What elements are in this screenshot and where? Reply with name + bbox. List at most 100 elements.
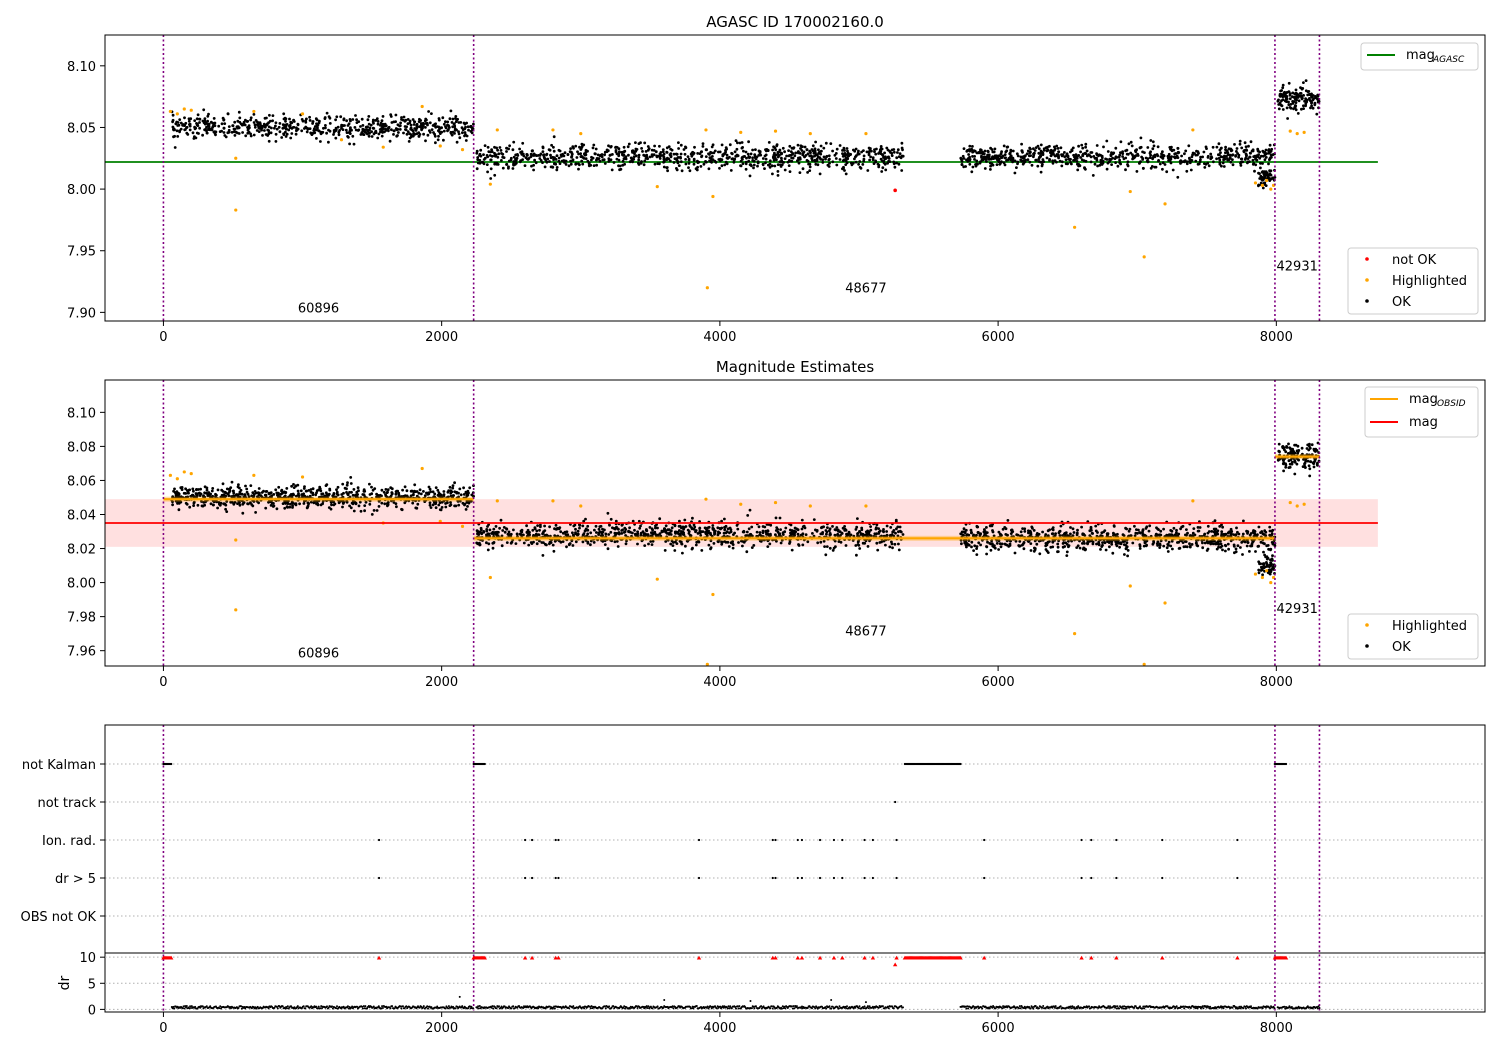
ok-point: [456, 500, 460, 503]
ok-point: [467, 501, 471, 505]
ok-point: [1257, 525, 1261, 529]
ok-point: [714, 160, 718, 164]
ok-point: [335, 488, 338, 491]
ok-point: [854, 147, 858, 151]
ok-point: [1011, 149, 1015, 153]
ok-point: [483, 144, 487, 148]
ok-point: [1221, 155, 1225, 159]
ok-point: [1169, 147, 1172, 151]
ok-point: [1245, 153, 1248, 157]
ok-point: [983, 149, 987, 153]
ok-point: [220, 122, 224, 126]
ok-point: [280, 488, 284, 492]
ok-point: [370, 513, 374, 516]
ok-point: [292, 483, 295, 486]
ok-point: [459, 121, 463, 124]
ok-point: [713, 531, 717, 535]
ok-point: [768, 165, 772, 169]
highlighted-point: [1163, 202, 1167, 206]
ok-point: [1063, 545, 1067, 548]
ok-point: [720, 542, 724, 546]
ok-point: [677, 147, 680, 150]
ok-point: [206, 494, 210, 498]
highlighted-point: [704, 128, 708, 132]
ok-point: [1039, 149, 1043, 153]
ok-point: [534, 153, 537, 157]
ok-point: [1198, 535, 1202, 538]
ok-point: [1267, 162, 1270, 166]
ok-point: [192, 137, 196, 140]
ok-point: [612, 161, 616, 164]
ok-point: [496, 163, 500, 166]
ok-point: [508, 533, 511, 536]
ok-point: [754, 148, 757, 152]
ok-point: [662, 152, 666, 156]
ok-point: [618, 150, 621, 154]
ok-point: [637, 153, 641, 157]
ok-point: [827, 154, 831, 158]
ok-point: [207, 491, 211, 494]
ok-point: [989, 168, 992, 171]
ok-point: [463, 122, 467, 126]
ok-point: [1263, 174, 1267, 178]
ok-point: [735, 147, 739, 151]
ok-point: [325, 131, 328, 135]
ok-point: [444, 125, 447, 128]
ok-point: [603, 543, 607, 546]
ok-point: [586, 149, 589, 153]
ok-point: [349, 482, 353, 485]
ok-point: [537, 154, 540, 157]
ok-point: [639, 531, 643, 535]
ok-point: [666, 156, 669, 160]
ok-point: [674, 540, 677, 544]
ok-point: [975, 553, 979, 556]
ok-point: [230, 480, 234, 484]
ok-point: [559, 540, 563, 544]
ok-point: [213, 121, 217, 125]
ok-point: [305, 489, 309, 493]
ok-point: [485, 163, 489, 167]
ok-point: [545, 160, 549, 164]
ok-point: [888, 160, 892, 164]
ok-point: [191, 487, 195, 491]
ok-point: [897, 548, 901, 552]
ok-point: [835, 147, 839, 151]
ok-point: [896, 534, 900, 538]
ok-point: [700, 155, 703, 159]
ok-point: [521, 141, 525, 145]
ok-point: [476, 161, 480, 165]
ok-point: [1229, 147, 1232, 151]
ok-point: [241, 131, 245, 134]
ok-point: [747, 155, 751, 159]
ok-point: [1099, 158, 1103, 162]
ok-point: [505, 541, 509, 544]
ok-point: [1101, 161, 1105, 165]
ok-point: [1257, 183, 1261, 187]
y-tick-label: 7.95: [67, 245, 96, 260]
ok-point: [1268, 169, 1272, 173]
ok-point: [1080, 143, 1084, 147]
ok-point: [476, 542, 480, 546]
y-tick-label: 8.00: [67, 183, 96, 198]
ok-point: [975, 545, 979, 548]
ok-point: [246, 119, 250, 123]
ok-point: [752, 544, 756, 547]
ok-point: [885, 533, 889, 537]
ok-point: [1093, 162, 1097, 166]
ok-point: [992, 534, 996, 538]
ok-point: [1009, 532, 1013, 535]
ok-point: [351, 134, 355, 138]
ok-point: [838, 144, 842, 147]
ok-point: [406, 130, 410, 134]
ok-point: [372, 509, 376, 512]
ok-point: [882, 161, 886, 165]
ok-point: [841, 167, 844, 171]
ok-point: [828, 532, 832, 535]
ok-point: [962, 157, 966, 160]
ok-point: [764, 157, 768, 161]
ok-point: [541, 150, 545, 154]
ok-point: [1039, 170, 1043, 174]
ok-point: [1174, 152, 1178, 155]
ok-point: [720, 164, 724, 168]
ok-point: [1176, 175, 1180, 179]
